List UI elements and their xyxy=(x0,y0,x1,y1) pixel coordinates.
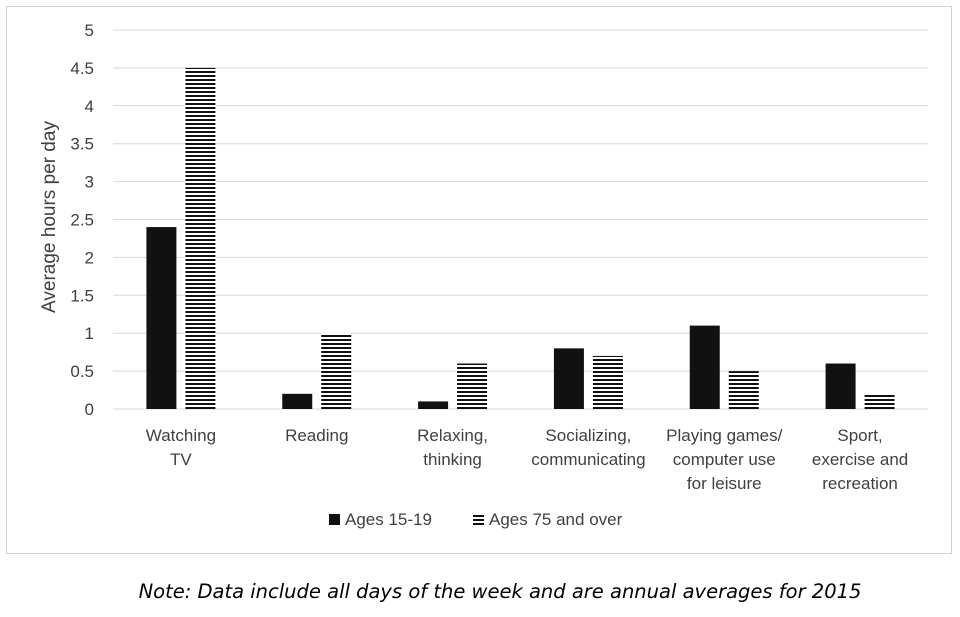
y-tick-label: 2.5 xyxy=(70,211,94,230)
bar-ages-15-19 xyxy=(282,393,313,409)
category-label: Relaxing, xyxy=(417,426,488,445)
legend-label: Ages 15-19 xyxy=(345,510,432,529)
y-tick-label: 3.5 xyxy=(70,135,94,154)
legend-label: Ages 75 and over xyxy=(489,510,623,529)
bar-ages-75-over xyxy=(592,355,623,409)
category-label: for leisure xyxy=(687,474,762,493)
bar-chart: 0 0.5 1 1.5 2 2.5 3 3.5 4 4.5 5 Watching TV Reading R… xyxy=(39,21,928,529)
bar-ages-75-over xyxy=(321,333,352,409)
bar-ages-75-over xyxy=(728,371,759,409)
y-tick-label: 0 xyxy=(85,400,94,419)
bar-ages-75-over xyxy=(864,393,895,409)
category-label: Socializing, xyxy=(545,426,631,445)
category-label: TV xyxy=(170,450,192,469)
bar-ages-75-over xyxy=(457,363,488,409)
y-tick-label: 3 xyxy=(85,173,94,192)
gridlines xyxy=(113,29,928,410)
legend-swatch xyxy=(329,514,340,525)
category-label: Playing games/ xyxy=(666,426,783,445)
category-label: exercise and xyxy=(812,450,908,469)
category-label: Watching xyxy=(146,426,216,445)
x-axis-categories: Watching TV Reading Relaxing, thinking Social… xyxy=(146,426,908,493)
y-tick-label: 0.5 xyxy=(70,362,94,381)
y-axis-label: Average hours per day xyxy=(39,121,60,313)
category-label: communicating xyxy=(531,450,645,469)
category-label: Sport, xyxy=(837,426,882,445)
y-tick-label: 5 xyxy=(85,21,94,40)
category-label: computer use xyxy=(673,450,776,469)
category-label: Reading xyxy=(285,426,348,445)
y-tick-label: 4 xyxy=(85,97,94,116)
bar-ages-15-19 xyxy=(418,401,449,409)
y-tick-label: 2 xyxy=(85,248,94,267)
bar-ages-15-19 xyxy=(553,348,584,409)
footnote: Note: Data include all days of the week … xyxy=(138,580,862,603)
y-tick-label: 1 xyxy=(85,324,94,343)
bar-ages-75-over xyxy=(185,67,216,410)
y-tick-label: 1.5 xyxy=(70,286,94,305)
category-label: recreation xyxy=(822,474,898,493)
legend-swatch xyxy=(473,514,484,525)
chart-frame: 0 0.5 1 1.5 2 2.5 3 3.5 4 4.5 5 Watching TV Reading R… xyxy=(6,6,952,554)
bar-ages-15-19 xyxy=(825,363,856,409)
bar-ages-15-19 xyxy=(689,325,720,409)
bar-ages-15-19 xyxy=(146,227,177,409)
legend: Ages 15-19 Ages 75 and over xyxy=(329,510,623,529)
y-axis-ticks: 0 0.5 1 1.5 2 2.5 3 3.5 4 4.5 5 xyxy=(70,21,94,419)
y-tick-label: 4.5 xyxy=(70,59,94,78)
bars xyxy=(146,67,895,410)
category-label: thinking xyxy=(423,450,482,469)
